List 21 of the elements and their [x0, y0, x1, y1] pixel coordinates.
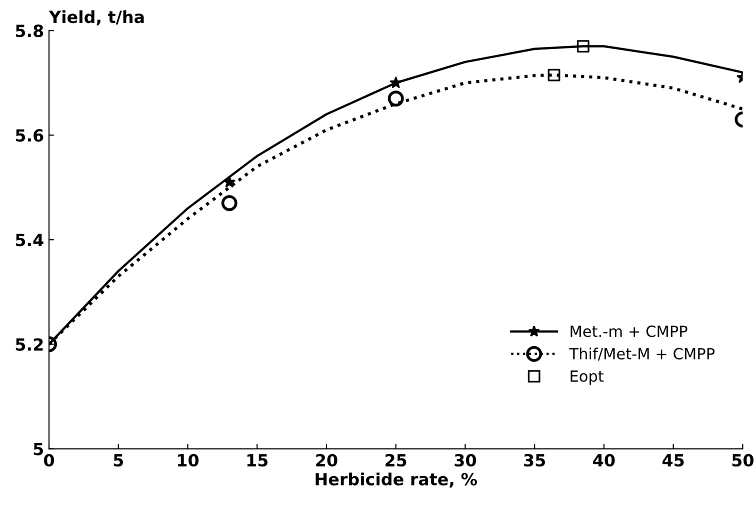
legend-label: Met.-m + CMPP: [570, 326, 688, 338]
x-tick-label: 0: [44, 454, 54, 467]
y-tick-label: 5: [34, 442, 43, 456]
y-tick-label: 5.2: [16, 338, 43, 351]
y-tick-label: 5.4: [16, 234, 44, 246]
x-tick-label: 45: [662, 454, 684, 467]
x-tick-label: 35: [524, 454, 546, 467]
legend-label: Thif/Met-M + CMPP: [569, 348, 715, 361]
x-tick-label: 40: [593, 454, 615, 467]
y-axis-title: Yield, t/ha: [48, 10, 144, 26]
x-tick-label: 20: [316, 454, 338, 467]
x-axis-title: Herbicide rate, %: [316, 472, 477, 488]
legend-label: Eopt: [570, 370, 604, 385]
x-tick-label: 5: [114, 454, 124, 467]
y-tick-label: 5.6: [16, 129, 44, 142]
y-tick-label: 5.8: [16, 24, 44, 38]
x-tick-label: 15: [247, 454, 268, 467]
x-tick-label: 10: [178, 454, 199, 467]
x-tick-label: 25: [386, 454, 406, 467]
x-tick-label: 50: [732, 454, 754, 467]
x-tick-label: 30: [454, 454, 476, 467]
